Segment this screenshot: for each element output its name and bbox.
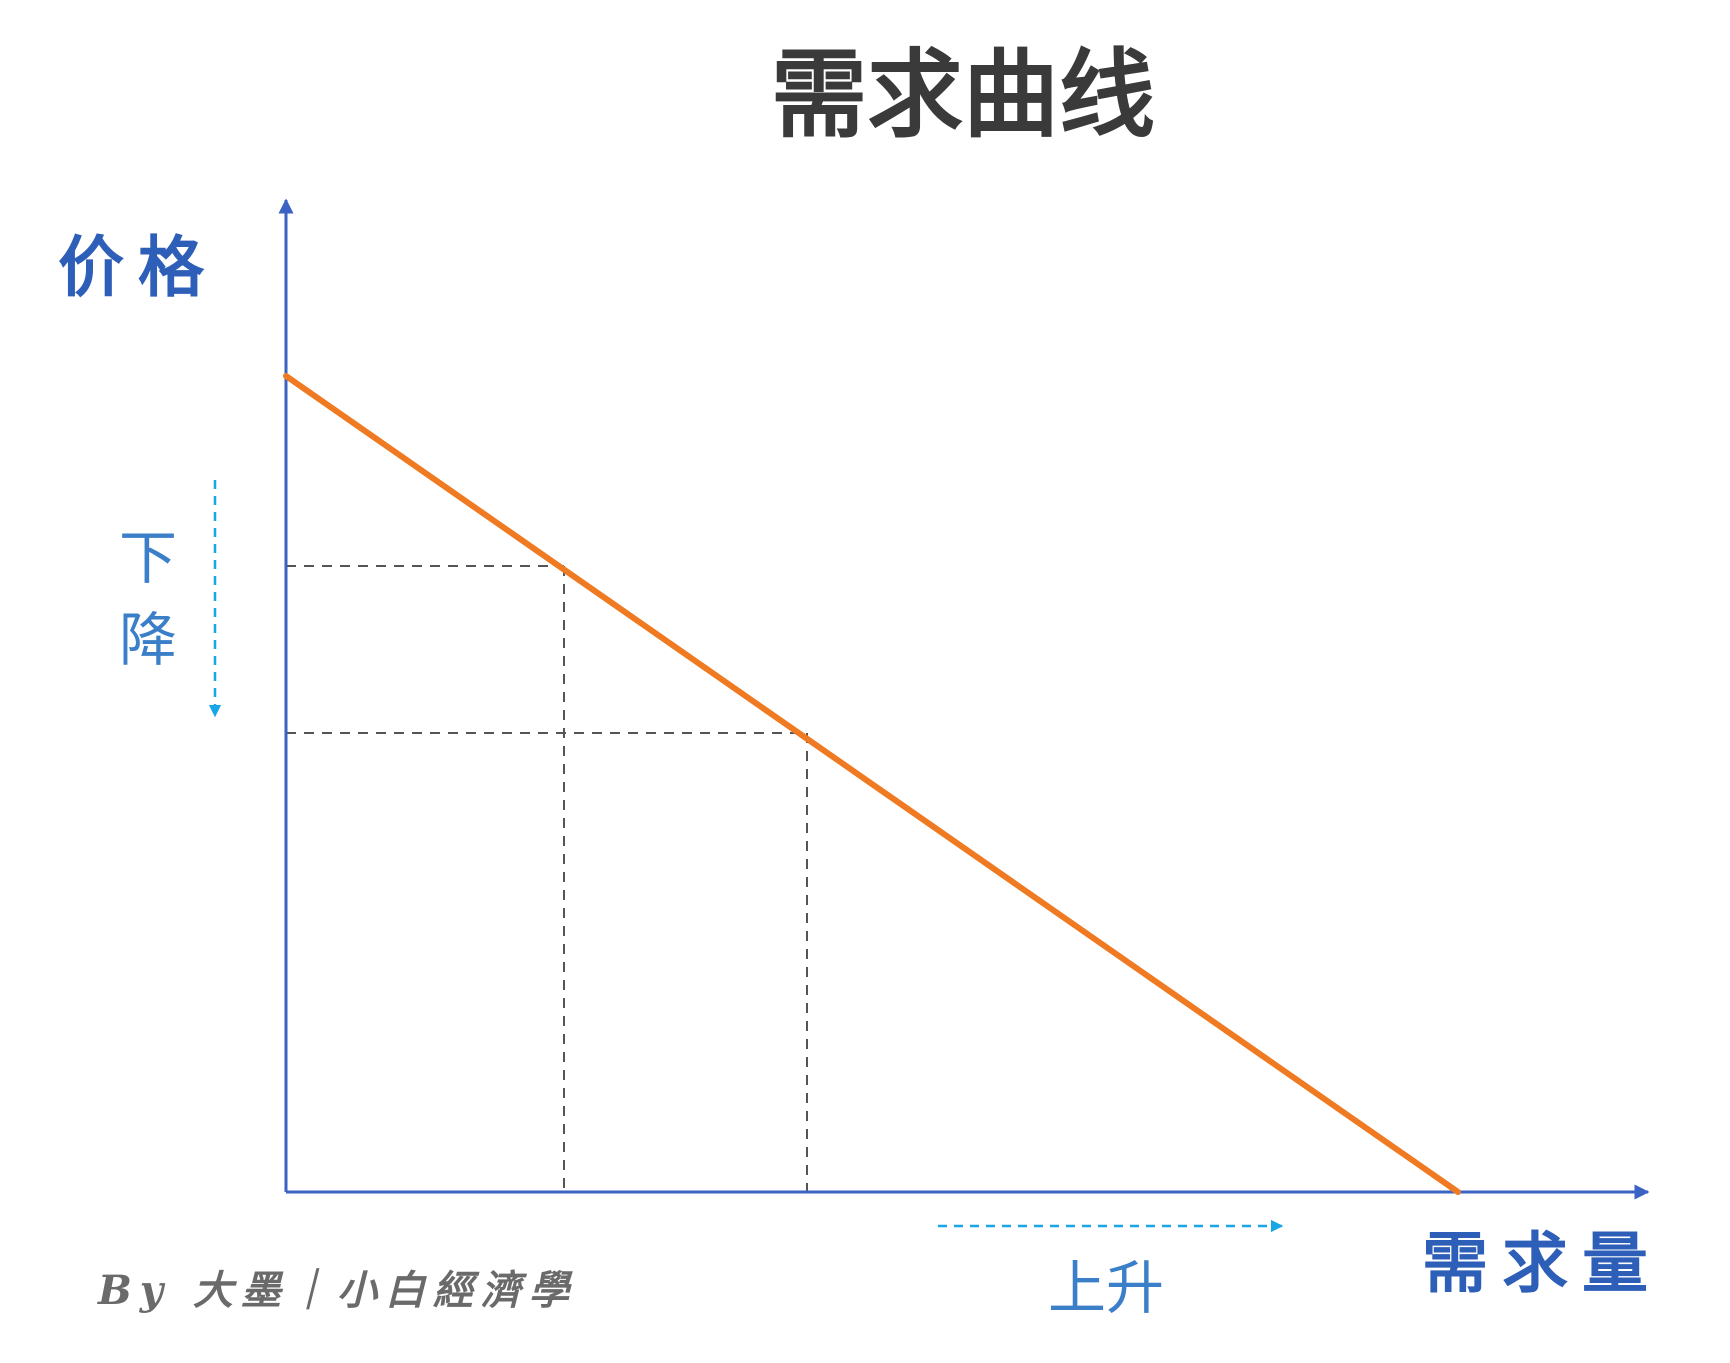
price-trend-label-2: 降 [119, 606, 177, 674]
guide-lines [286, 565, 808, 1192]
chart-title: 需求曲线 [771, 39, 1155, 151]
y-axis-label: 价格 [58, 228, 218, 306]
credit-signature: By 大墨｜小白經濟學 [97, 1267, 577, 1314]
x-axis-label: 需求量 [1422, 1224, 1662, 1302]
price-trend-label-1: 下 [119, 524, 177, 592]
demand-curve-line [283, 373, 1461, 1195]
quantity-trend-label: 上升 [1048, 1254, 1164, 1322]
